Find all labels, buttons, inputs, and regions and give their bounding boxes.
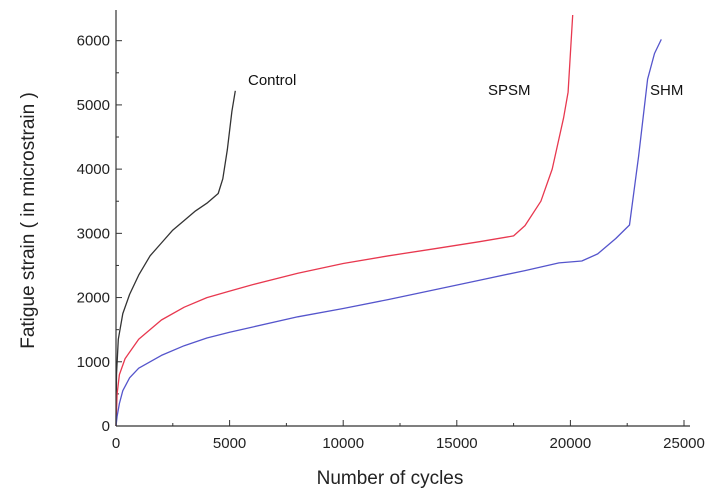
y-tick-label: 4000 — [77, 161, 110, 178]
series-layer — [115, 14, 662, 427]
y-tick-label: 1000 — [77, 354, 110, 371]
x-tick-label: 20000 — [550, 435, 592, 452]
x-tick-label: 25000 — [663, 435, 705, 452]
series-line-spsm — [115, 14, 574, 427]
x-tick-label: 10000 — [322, 435, 364, 452]
y-tick-label: 6000 — [77, 33, 110, 50]
series-line-shm — [115, 39, 662, 427]
x-tick-label: 0 — [112, 435, 120, 452]
series-line-control — [115, 90, 236, 427]
series-label-spsm: SPSM — [488, 82, 531, 99]
y-tick-label: 2000 — [77, 290, 110, 307]
y-axis-title: Fatigue strain ( in microstrain ) — [18, 92, 39, 349]
y-tick-label: 3000 — [77, 225, 110, 242]
series-label-control: Control — [248, 72, 296, 89]
y-axis-ticks: 0 1000 2000 3000 4000 5000 6000 — [77, 33, 122, 435]
x-axis-title: Number of cycles — [317, 468, 464, 489]
x-tick-label: 15000 — [436, 435, 478, 452]
x-tick-label: 5000 — [213, 435, 246, 452]
y-tick-label: 5000 — [77, 97, 110, 114]
y-tick-label: 0 — [102, 418, 110, 435]
series-label-shm: SHM — [650, 82, 683, 99]
x-axis-ticks: 0 5000 10000 15000 20000 25000 — [112, 420, 705, 452]
